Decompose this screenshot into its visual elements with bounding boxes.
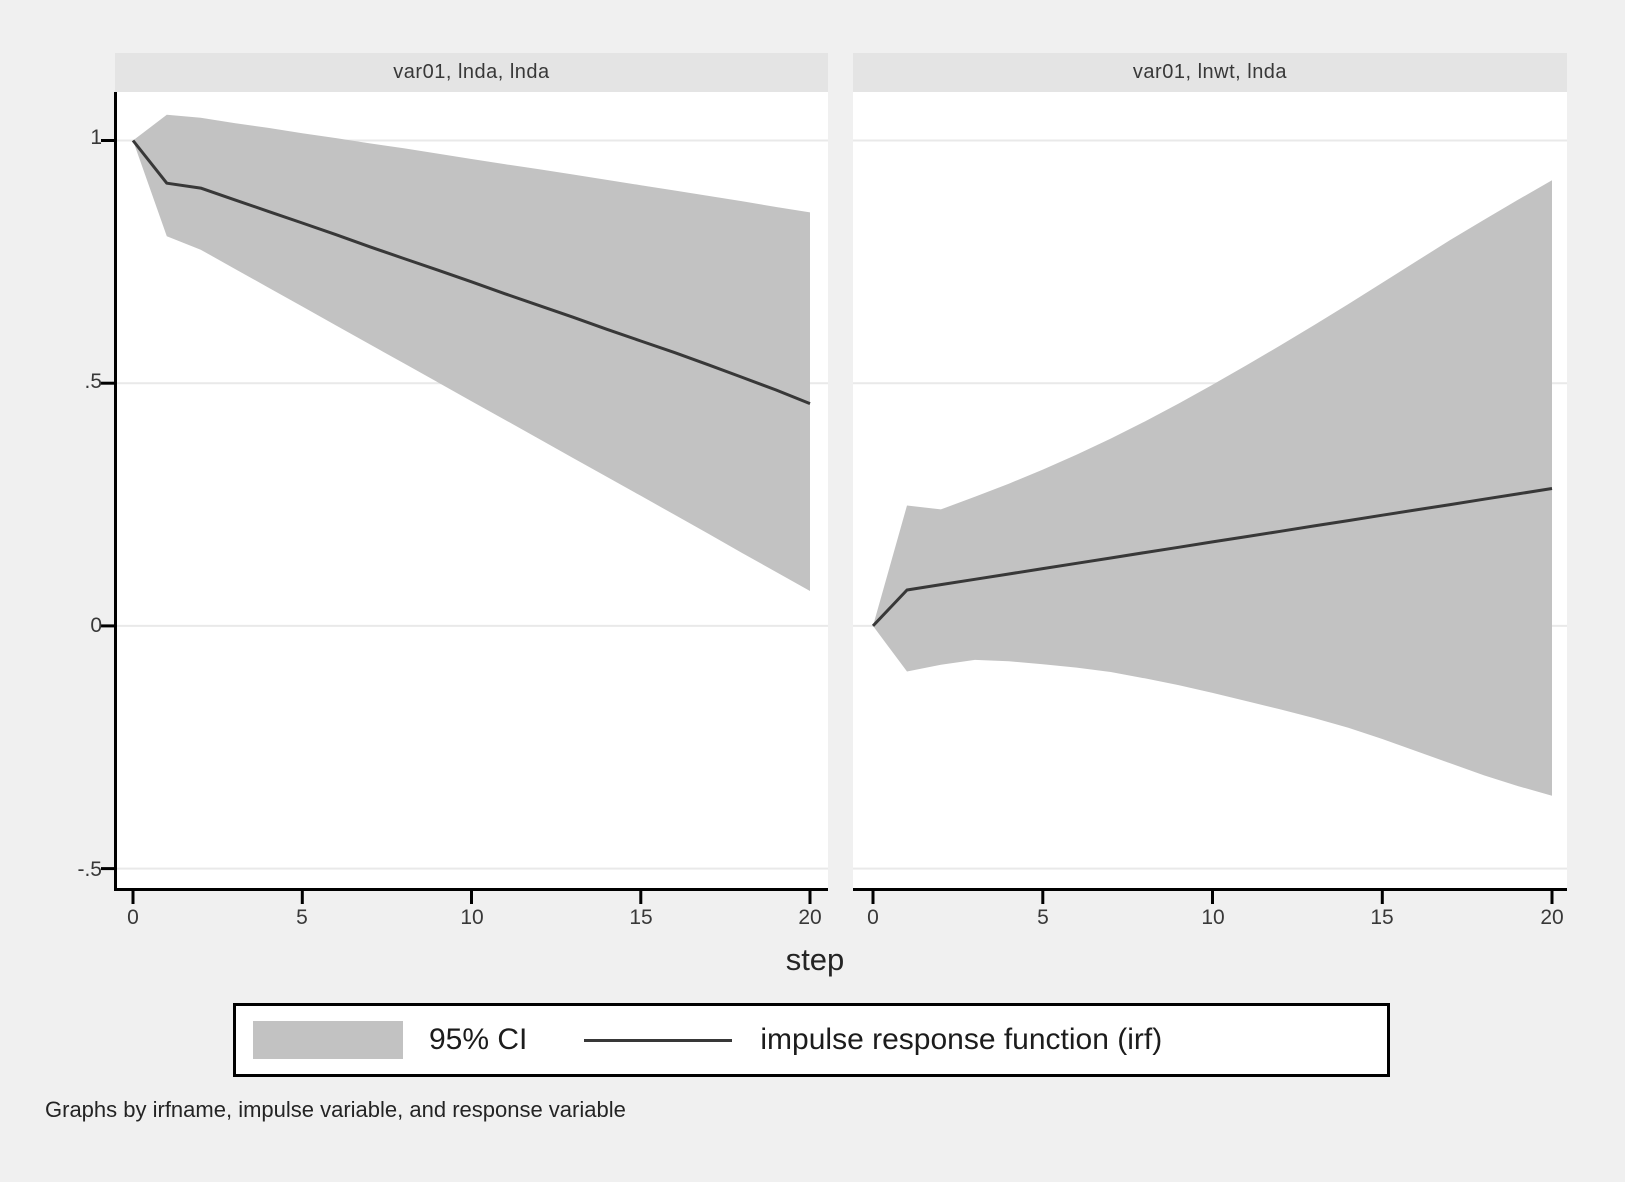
- x-tick-label-left-10: 10: [460, 906, 484, 929]
- y-tick-label-1: 1: [90, 126, 102, 149]
- panel-title-left: var01, lnda, lnda: [115, 53, 828, 92]
- x-tick-label-left-15: 15: [629, 906, 653, 929]
- legend-irf-line-sample: [584, 1038, 733, 1042]
- panel-title-right-text: var01, lnwt, lnda: [1132, 61, 1288, 83]
- x-tick-label-right-0: 0: [867, 906, 879, 929]
- legend-irf-label: impulse response function (irf): [760, 1023, 1163, 1056]
- y-tick-label-0: 0: [90, 614, 102, 637]
- legend-ci-swatch: [253, 1021, 403, 1059]
- x-tick-label-right-10: 10: [1201, 906, 1225, 929]
- x-tick-label-right-15: 15: [1370, 906, 1394, 929]
- y-tick-label-05: .5: [84, 370, 102, 393]
- legend-ci-label: 95% CI: [429, 1023, 528, 1056]
- x-tick-label-left-20: 20: [798, 906, 822, 929]
- x-tick-label-right-20: 20: [1540, 906, 1564, 929]
- y-tick-label-neg05: -.5: [77, 858, 102, 881]
- x-tick-label-right-5: 5: [1037, 906, 1049, 929]
- panel-title-left-text: var01, lnda, lnda: [393, 61, 550, 83]
- legend-box: 95% CI impulse response function (irf): [233, 1003, 1390, 1077]
- x-tick-label-left-5: 5: [296, 906, 308, 929]
- panel-title-right: var01, lnwt, lnda: [853, 53, 1567, 92]
- x-axis-title: step: [785, 942, 845, 977]
- footer-note: Graphs by irfname, impulse variable, and…: [45, 1097, 626, 1122]
- x-tick-label-left-0: 0: [127, 906, 139, 929]
